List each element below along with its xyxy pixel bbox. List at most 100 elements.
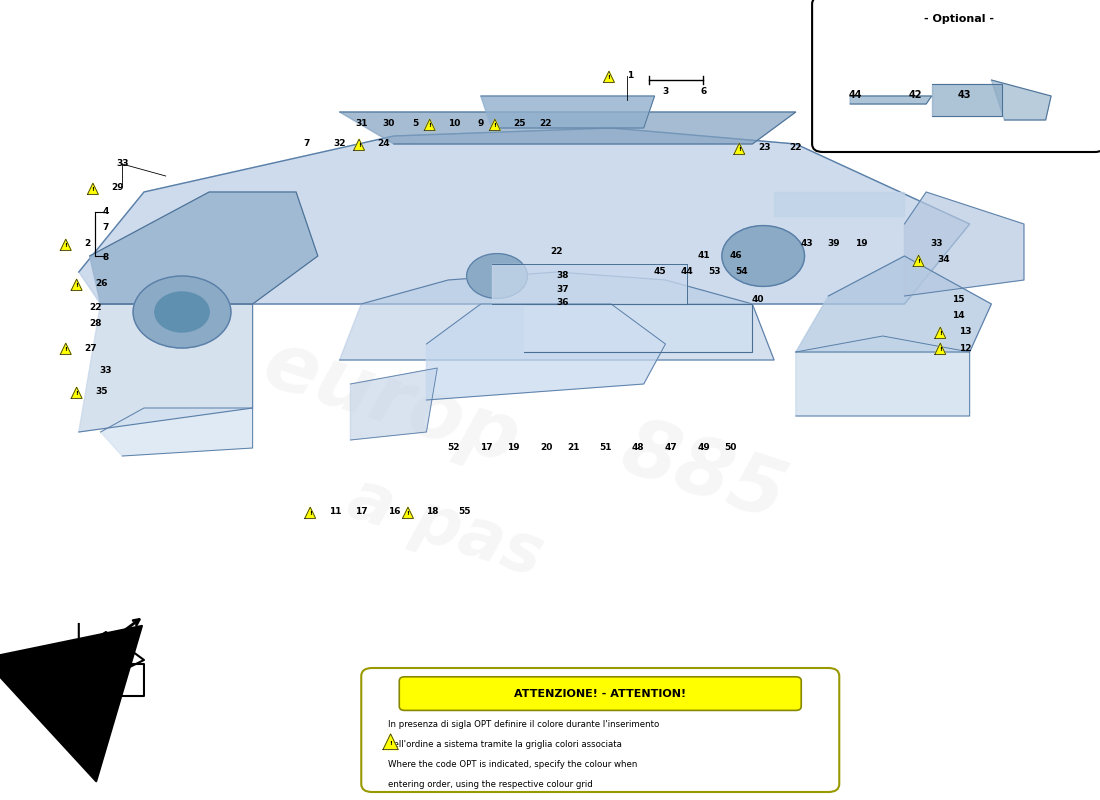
Text: !: ! bbox=[939, 330, 942, 336]
Text: !: ! bbox=[738, 146, 740, 152]
Polygon shape bbox=[935, 327, 946, 338]
Polygon shape bbox=[46, 624, 144, 720]
Polygon shape bbox=[734, 143, 745, 154]
Text: 40: 40 bbox=[751, 295, 764, 305]
Polygon shape bbox=[913, 255, 924, 266]
Text: 43: 43 bbox=[957, 90, 971, 100]
FancyBboxPatch shape bbox=[812, 0, 1100, 152]
Polygon shape bbox=[525, 304, 752, 352]
Polygon shape bbox=[351, 368, 438, 440]
Polygon shape bbox=[774, 192, 904, 216]
Polygon shape bbox=[795, 256, 991, 352]
Text: 55: 55 bbox=[459, 507, 471, 517]
Polygon shape bbox=[403, 507, 414, 518]
Text: 23: 23 bbox=[758, 143, 770, 153]
Text: 43: 43 bbox=[801, 239, 813, 249]
Polygon shape bbox=[383, 734, 398, 750]
Text: 22: 22 bbox=[89, 303, 101, 313]
Text: 36: 36 bbox=[556, 298, 569, 307]
Text: !: ! bbox=[91, 186, 95, 192]
Text: 885: 885 bbox=[612, 411, 795, 537]
Text: 35: 35 bbox=[95, 387, 108, 397]
Text: 6: 6 bbox=[701, 87, 706, 97]
Text: 47: 47 bbox=[664, 443, 678, 453]
Text: 17: 17 bbox=[480, 443, 493, 453]
Polygon shape bbox=[305, 507, 316, 518]
Text: !: ! bbox=[428, 122, 431, 127]
Text: 53: 53 bbox=[708, 267, 720, 277]
Polygon shape bbox=[340, 272, 774, 360]
Circle shape bbox=[466, 254, 528, 298]
Polygon shape bbox=[100, 408, 253, 456]
Text: 33: 33 bbox=[116, 159, 129, 169]
Text: 17: 17 bbox=[355, 507, 367, 517]
Text: !: ! bbox=[75, 282, 78, 288]
Polygon shape bbox=[932, 84, 1002, 116]
Polygon shape bbox=[492, 264, 688, 304]
Text: 10: 10 bbox=[448, 119, 461, 129]
Text: 44: 44 bbox=[849, 90, 862, 100]
Text: 25: 25 bbox=[514, 119, 526, 129]
Text: 33: 33 bbox=[931, 239, 944, 249]
Text: 44: 44 bbox=[681, 267, 693, 277]
Text: 14: 14 bbox=[953, 311, 965, 321]
Text: 19: 19 bbox=[855, 239, 867, 249]
Text: 52: 52 bbox=[448, 443, 460, 453]
Polygon shape bbox=[340, 112, 795, 144]
Text: !: ! bbox=[64, 242, 67, 248]
Text: 12: 12 bbox=[959, 343, 971, 353]
Text: !: ! bbox=[64, 346, 67, 352]
Text: 1: 1 bbox=[627, 71, 634, 81]
Polygon shape bbox=[427, 304, 666, 400]
Text: !: ! bbox=[389, 741, 392, 746]
Polygon shape bbox=[904, 192, 1024, 296]
Text: - Optional -: - Optional - bbox=[924, 14, 993, 24]
Text: 32: 32 bbox=[333, 139, 345, 149]
Text: 34: 34 bbox=[937, 255, 949, 265]
Text: a pas: a pas bbox=[340, 466, 551, 590]
Text: 39: 39 bbox=[827, 239, 840, 249]
Polygon shape bbox=[60, 343, 72, 354]
Text: 8: 8 bbox=[102, 253, 109, 262]
Polygon shape bbox=[481, 96, 654, 128]
Text: !: ! bbox=[494, 122, 496, 127]
Text: 45: 45 bbox=[653, 267, 667, 277]
Polygon shape bbox=[795, 336, 969, 416]
Text: Where the code OPT is indicated, specify the colour when: Where the code OPT is indicated, specify… bbox=[388, 760, 638, 769]
Text: 15: 15 bbox=[953, 295, 965, 305]
Text: !: ! bbox=[917, 258, 920, 264]
Text: 28: 28 bbox=[89, 319, 101, 329]
Text: dell'ordine a sistema tramite la griglia colori associata: dell'ordine a sistema tramite la griglia… bbox=[388, 740, 623, 749]
FancyBboxPatch shape bbox=[399, 677, 801, 710]
Text: 33: 33 bbox=[100, 366, 112, 375]
Text: 3: 3 bbox=[662, 87, 669, 97]
Text: !: ! bbox=[75, 390, 78, 396]
Text: !: ! bbox=[407, 510, 409, 516]
Text: !: ! bbox=[358, 142, 361, 148]
Text: !: ! bbox=[607, 74, 610, 80]
Polygon shape bbox=[490, 119, 500, 130]
Text: 11: 11 bbox=[329, 507, 341, 517]
Text: 37: 37 bbox=[556, 285, 569, 294]
Text: 48: 48 bbox=[632, 443, 645, 453]
Text: 7: 7 bbox=[304, 139, 310, 149]
Polygon shape bbox=[72, 279, 82, 290]
Polygon shape bbox=[935, 343, 946, 354]
Circle shape bbox=[133, 276, 231, 348]
Text: 20: 20 bbox=[540, 443, 552, 453]
Text: 24: 24 bbox=[377, 139, 390, 149]
Polygon shape bbox=[79, 304, 253, 432]
Text: !: ! bbox=[309, 510, 311, 516]
Text: 41: 41 bbox=[697, 251, 710, 261]
Polygon shape bbox=[60, 239, 72, 250]
Text: 22: 22 bbox=[790, 143, 802, 153]
Polygon shape bbox=[72, 387, 82, 398]
Text: 31: 31 bbox=[355, 119, 367, 129]
Text: 49: 49 bbox=[697, 443, 710, 453]
Text: !: ! bbox=[939, 346, 942, 352]
Text: 42: 42 bbox=[909, 90, 922, 100]
Text: europ: europ bbox=[253, 325, 528, 481]
Text: ATTENZIONE! - ATTENTION!: ATTENZIONE! - ATTENTION! bbox=[514, 689, 686, 698]
Circle shape bbox=[155, 292, 209, 332]
Text: 51: 51 bbox=[600, 443, 612, 453]
